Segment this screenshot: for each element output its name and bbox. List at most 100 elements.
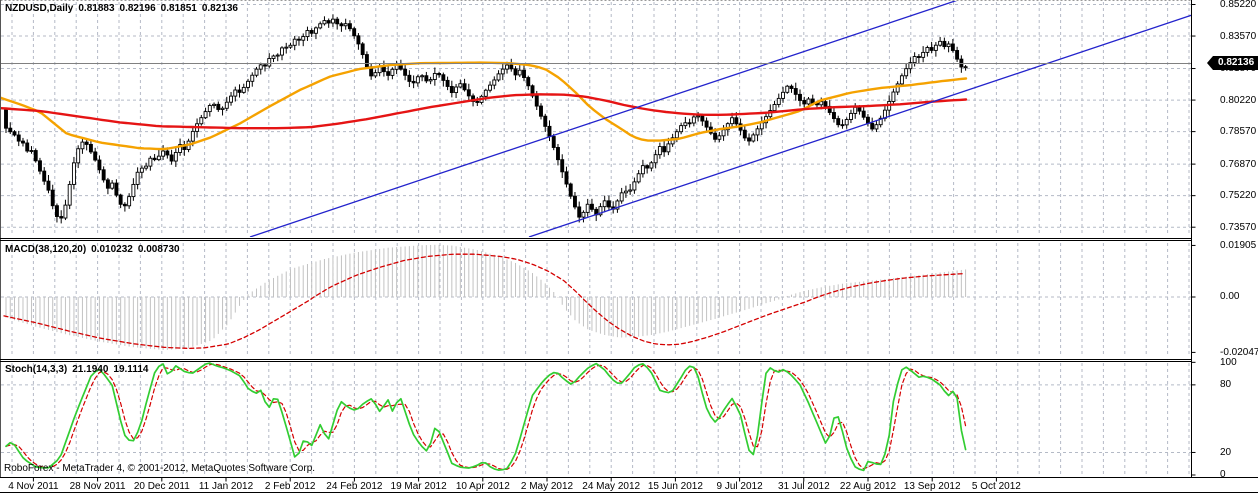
candle-body [407, 74, 412, 82]
candle-body [602, 200, 607, 208]
candle-body [488, 84, 492, 91]
candle-body [390, 68, 395, 76]
stoch-axis-label: 80 [1220, 379, 1232, 391]
candle-body [963, 66, 968, 69]
candle-body [568, 183, 573, 197]
macd-indicator-label: MACD(38,120,20) 0.010232 0.008730 [5, 244, 185, 256]
candle-body [93, 151, 98, 161]
candle-body [585, 203, 590, 213]
candle-body [823, 101, 828, 107]
candle-body [691, 116, 696, 124]
stoch-main-line [5, 362, 967, 472]
stoch-name: Stoch(14,3,3) [5, 364, 68, 375]
candle-body [71, 162, 76, 185]
date-axis-label: 31 Jul 2012 [777, 481, 830, 492]
candle-body [581, 211, 586, 218]
candle-body [29, 150, 34, 152]
candle-body [301, 36, 306, 41]
upper-channel-trendline [249, 1, 958, 237]
date-axis-label: 11 Jan 2012 [198, 481, 254, 492]
candle-body [551, 136, 556, 148]
date-axis-label: 13 Sep 2012 [903, 481, 961, 492]
candle-body [360, 43, 365, 56]
date-axis-label: 4 Nov 2011 [8, 481, 59, 492]
candle-body [152, 157, 157, 161]
macd-axis-label: -0.02047 [1220, 346, 1258, 358]
candle-body [556, 147, 560, 161]
candle-body [606, 200, 611, 208]
candle-body [679, 125, 684, 133]
candle-body [500, 68, 505, 75]
date-axis-label: 15 Jun 2012 [647, 481, 703, 492]
date-axis-label: 22 Aug 2012 [839, 481, 897, 492]
candle-body [793, 88, 798, 95]
candle-body [356, 35, 361, 45]
stoch-axis-label: 100 [1220, 356, 1237, 368]
macd-histogram [5, 244, 967, 350]
stoch-main-value: 21.1940 [72, 364, 109, 375]
candle-body [343, 23, 348, 27]
candle-body [263, 64, 267, 67]
candle-body [271, 55, 276, 59]
candle-body [899, 75, 904, 85]
candle-body [292, 38, 297, 46]
candle-body [878, 117, 883, 126]
candle-body [806, 98, 811, 105]
candle-body [640, 165, 645, 175]
candle-body [411, 80, 416, 84]
candle-body [666, 143, 671, 153]
candle-body [297, 38, 301, 41]
candle-body [789, 85, 794, 89]
candle-body [832, 112, 836, 120]
candle-body [76, 148, 81, 164]
lower-channel-trendline [528, 14, 1192, 237]
candle-body [921, 51, 926, 58]
candle-body [946, 43, 951, 48]
macd-signal-line [3, 253, 965, 350]
candle-body [912, 56, 917, 64]
candle-body [734, 117, 739, 125]
candle-body [428, 79, 433, 82]
candle-body [381, 66, 386, 73]
candle-body [628, 189, 633, 192]
candle-body [229, 95, 233, 103]
candle-body [135, 171, 140, 185]
candle-body [785, 85, 790, 93]
candle-body [526, 77, 531, 87]
candle-body [657, 146, 662, 156]
candle-body [462, 83, 467, 91]
candle-body [751, 134, 756, 142]
candle-body [314, 27, 318, 34]
candle-body [517, 69, 522, 76]
candle-body [415, 76, 420, 84]
candle-body [420, 75, 425, 78]
candle-body [573, 195, 577, 208]
candle-body [458, 83, 463, 88]
candle-body [386, 71, 391, 76]
stoch-main-line [5, 362, 967, 472]
candle-body [165, 150, 170, 156]
candle-body [696, 115, 701, 118]
candle-body [449, 86, 454, 94]
date-axis-label: 9 Jul 2012 [716, 481, 763, 492]
candle-body [513, 68, 518, 76]
candle-body [8, 127, 13, 133]
macd-name: MACD(38,120,20) [5, 244, 87, 255]
macd-axis-label: 0.00 [1220, 291, 1240, 303]
candle-body [254, 68, 259, 76]
candle-body [598, 206, 603, 216]
date-axis-label: 5 Oct 2012 [971, 481, 1021, 492]
panel-separator[interactable] [0, 238, 1192, 362]
candle-body [802, 100, 807, 105]
candle-body [466, 89, 471, 97]
candle-body [4, 109, 8, 129]
candle-body [131, 183, 136, 198]
trend-channel[interactable] [249, 0, 1192, 237]
candle-body [916, 56, 921, 58]
candle-body [895, 83, 900, 93]
candle-body [653, 154, 658, 164]
candle-body [874, 124, 879, 130]
candle-body [122, 203, 127, 207]
